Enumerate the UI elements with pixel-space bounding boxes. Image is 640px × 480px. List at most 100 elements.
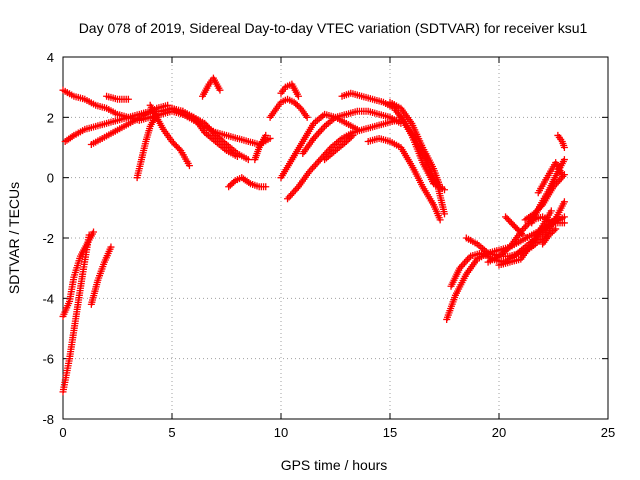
data-point-marker	[459, 261, 467, 269]
data-point-marker	[262, 183, 270, 191]
axis-ticks: 0 5 10 15 20 25 -8 -6 -4 -2 0 2 4	[42, 50, 615, 440]
data-point-marker	[303, 113, 311, 121]
series-track-c	[87, 243, 115, 308]
y-tick-label: 0	[47, 171, 54, 186]
series-track-w	[364, 134, 444, 224]
data-point-marker	[315, 157, 323, 165]
data-point-marker	[560, 213, 568, 221]
data-point-marker	[560, 219, 568, 227]
x-tick-label: 10	[274, 425, 288, 440]
data-point-marker	[353, 125, 361, 133]
data-point-marker	[550, 226, 558, 234]
data-point-marker	[284, 195, 292, 203]
data-point-marker	[124, 95, 132, 103]
data-point-marker	[164, 101, 172, 109]
data-point-marker	[266, 134, 274, 142]
series-track-g	[103, 92, 132, 103]
data-point-marker	[287, 191, 295, 199]
y-axis-label: SDTVAR / TECUs	[6, 182, 22, 294]
data-point-marker	[346, 134, 354, 142]
data-point-marker	[285, 193, 293, 201]
data-point-marker	[228, 180, 236, 188]
data-point-marker	[185, 162, 193, 170]
series-track-ad	[495, 207, 555, 269]
y-tick-label: -8	[42, 412, 54, 427]
data-point-marker	[310, 162, 318, 170]
data-point-marker	[547, 207, 555, 215]
y-tick-label: 4	[47, 50, 54, 65]
data-point-marker	[436, 216, 444, 224]
data-point-marker	[291, 186, 299, 194]
data-point-marker	[441, 186, 448, 194]
x-tick-label: 0	[59, 425, 66, 440]
series-track-k	[179, 107, 252, 164]
series-track-i	[146, 101, 193, 170]
chart-title: Day 078 of 2019, Sidereal Day-to-day VTE…	[79, 20, 588, 36]
x-axis-label: GPS time / hours	[281, 457, 388, 473]
series-track-t	[299, 107, 405, 158]
data-point-marker	[552, 225, 560, 233]
data-point-marker	[230, 178, 238, 186]
data-point-marker	[313, 131, 321, 139]
series-track-u	[321, 131, 357, 164]
series-track-y	[397, 113, 448, 194]
data-point-marker	[519, 231, 527, 239]
data-point-marker	[308, 164, 316, 172]
data-point-marker	[347, 133, 355, 141]
data-point-marker	[342, 137, 350, 145]
series-track-m	[199, 74, 224, 100]
data-point-marker	[518, 229, 526, 237]
data-point-marker	[349, 131, 357, 139]
y-tick-label: -6	[42, 352, 54, 367]
data-point-marker	[294, 92, 302, 100]
data-point-marker	[233, 153, 241, 161]
series-track-o	[251, 131, 270, 164]
data-point-marker	[262, 131, 270, 139]
y-tick-label: 2	[47, 110, 54, 125]
data-point-marker	[225, 183, 233, 191]
data-point-marker	[521, 223, 529, 231]
data-point-marker	[460, 259, 468, 267]
data-point-marker	[560, 144, 568, 151]
data-point-marker	[558, 171, 566, 179]
series-track-s	[277, 110, 361, 182]
data-point-marker	[312, 161, 320, 169]
data-point-marker	[462, 257, 470, 265]
data-points	[59, 74, 568, 396]
y-tick-label: -4	[42, 291, 54, 306]
data-point-marker	[548, 228, 556, 236]
data-point-marker	[290, 98, 298, 106]
data-point-marker	[441, 210, 448, 218]
y-tick-label: -2	[42, 231, 54, 246]
x-tick-label: 20	[492, 425, 506, 440]
data-point-marker	[344, 136, 352, 144]
series-track-ah	[534, 159, 566, 197]
data-point-marker	[547, 229, 555, 237]
x-tick-label: 5	[168, 425, 175, 440]
data-point-marker	[290, 188, 298, 196]
data-point-marker	[244, 156, 252, 164]
data-point-marker	[175, 145, 183, 153]
x-tick-label: 15	[383, 425, 397, 440]
data-point-marker	[292, 100, 300, 108]
series-track-aj	[539, 225, 560, 248]
x-tick-label: 25	[601, 425, 615, 440]
data-point-marker	[293, 101, 301, 109]
series-track-a	[59, 231, 93, 396]
series-track-b	[59, 228, 98, 320]
series-track-p	[266, 95, 311, 121]
data-point-marker	[90, 228, 98, 236]
data-point-marker	[319, 124, 327, 132]
series-track-ai	[554, 131, 568, 151]
data-point-marker	[226, 181, 234, 189]
series-track-l	[190, 113, 241, 161]
data-point-marker	[464, 256, 472, 264]
data-point-marker	[560, 156, 568, 164]
data-point-marker	[560, 198, 568, 206]
data-point-marker	[545, 231, 553, 239]
series-track-r	[284, 116, 401, 203]
data-point-marker	[216, 86, 224, 94]
series-track-n	[225, 174, 270, 191]
data-point-marker	[313, 159, 321, 167]
